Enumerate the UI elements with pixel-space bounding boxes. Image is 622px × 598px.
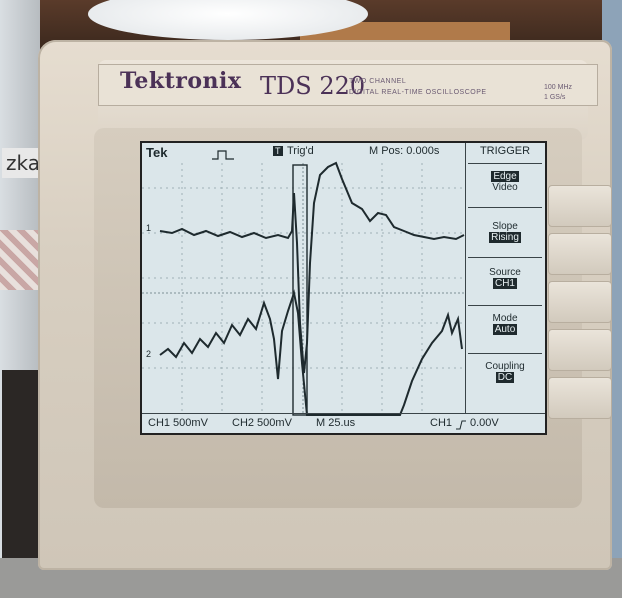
- brand-logo: Tektronix: [120, 68, 242, 94]
- status-logo: Tek: [146, 145, 168, 160]
- menu-divider: [468, 207, 542, 208]
- brand-plate: [98, 64, 598, 106]
- menu-slope-value: Rising: [489, 232, 521, 243]
- menu-divider: [468, 305, 542, 306]
- readout-bar: CH1 500mV CH2 500mV M 25.us CH1 0.00V: [142, 413, 545, 434]
- menu-buttons: [548, 185, 612, 419]
- menu-mode-value: Auto: [492, 324, 518, 335]
- model-name: TDS 220: [260, 72, 366, 100]
- model-subtitle-2: DIGITAL REAL-TIME OSCILLOSCOPE: [349, 89, 487, 96]
- striped-object: [0, 230, 40, 290]
- ch2-ground-marker: 2: [146, 349, 152, 359]
- side-label: zka: [2, 148, 42, 178]
- menu-type-edge: Edge: [491, 171, 519, 182]
- trigger-menu: TRIGGER Edge Video Slope Rising Source C…: [465, 143, 544, 413]
- lamp: [88, 0, 368, 40]
- ch2-scale: CH2 500mV: [232, 417, 292, 429]
- menu-coupling-value: DC: [495, 372, 515, 383]
- menu-source[interactable]: Source CH1: [466, 267, 544, 289]
- menu-button-5[interactable]: [548, 377, 612, 419]
- horizontal-position: M Pos: 0.000s: [369, 145, 440, 157]
- menu-divider: [468, 353, 542, 354]
- menu-mode[interactable]: Mode Auto: [466, 313, 544, 335]
- trigger-source-readout: CH1: [430, 417, 453, 429]
- menu-source-label: Source: [489, 267, 521, 278]
- menu-divider: [468, 257, 542, 258]
- model-subtitle-1: TWO CHANNEL: [349, 78, 407, 85]
- menu-button-2[interactable]: [548, 233, 612, 275]
- menu-button-4[interactable]: [548, 329, 612, 371]
- ch1-waveform: [159, 161, 465, 374]
- menu-divider: [468, 163, 542, 164]
- menu-coupling-label: Coupling: [485, 361, 525, 372]
- ch1-scale: CH1 500mV: [148, 417, 208, 429]
- spec-bandwidth: 100 MHz: [544, 84, 573, 91]
- menu-source-value: CH1: [492, 278, 517, 289]
- menu-button-3[interactable]: [548, 281, 612, 323]
- lcd-screen: Tek T Trig'd M Pos: 0.000s 1 2 TRIGGER E…: [140, 141, 547, 435]
- acquisition-run-icon: [212, 150, 234, 160]
- ch2-waveform: [159, 289, 463, 416]
- menu-slope[interactable]: Slope Rising: [466, 221, 544, 243]
- menu-type[interactable]: Edge Video: [466, 171, 544, 193]
- ch1-ground-marker: 1: [146, 223, 152, 233]
- menu-mode-label: Mode: [492, 313, 518, 324]
- menu-button-1[interactable]: [548, 185, 612, 227]
- trigger-status: Trig'd: [287, 145, 314, 157]
- trigger-level-readout: 0.00V: [470, 417, 499, 429]
- menu-slope-label: Slope: [492, 221, 518, 232]
- menu-coupling[interactable]: Coupling DC: [466, 361, 544, 383]
- adjacent-equipment: [2, 370, 40, 580]
- timebase: M 25.us: [316, 417, 356, 429]
- rising-edge-icon: [456, 420, 466, 430]
- spec-samplerate: 1 GS/s: [544, 94, 566, 101]
- trigger-marker: T: [273, 146, 283, 156]
- menu-type-video: Video: [492, 182, 518, 193]
- menu-title: TRIGGER: [479, 145, 531, 157]
- waveform-display: [142, 161, 465, 416]
